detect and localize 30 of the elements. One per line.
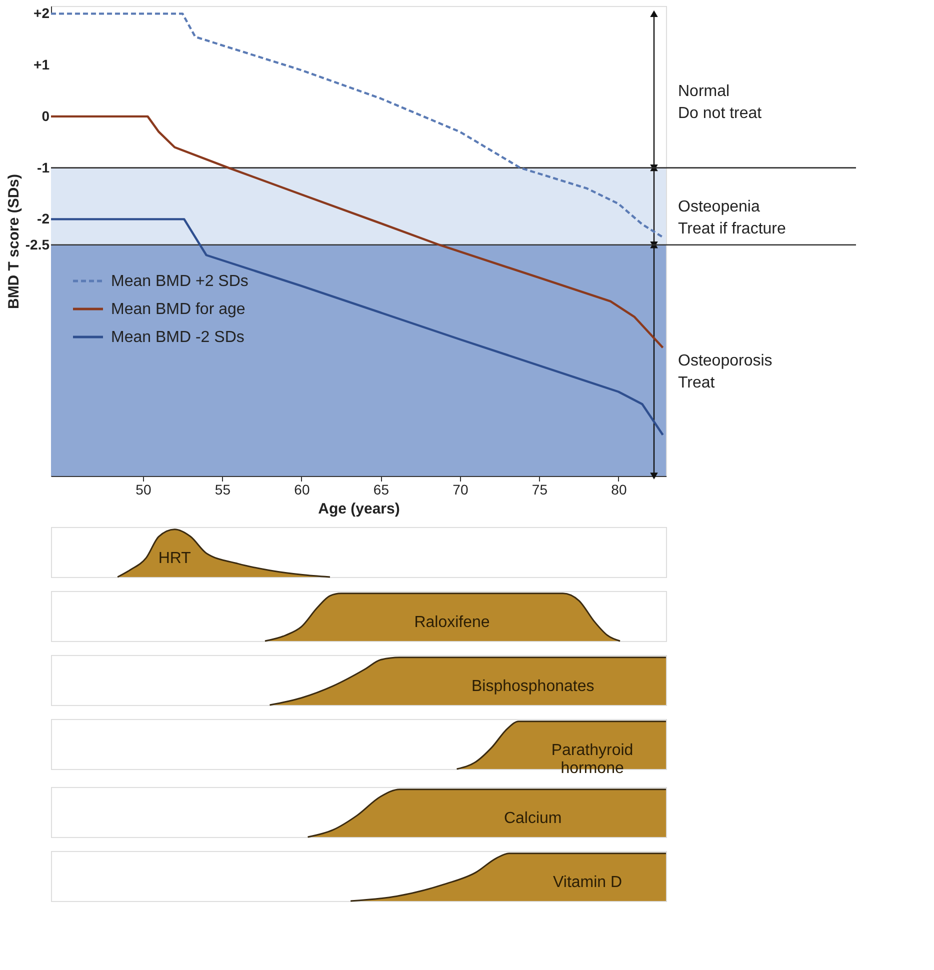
x-tick-label: 75 (532, 482, 548, 498)
y-axis-title: BMD T score (SDs) (5, 174, 22, 310)
x-axis-title: Age (years) (318, 500, 400, 518)
series-label: HRT (158, 550, 192, 567)
y-tick-label: 0 (42, 108, 50, 124)
band-label: Osteopenia Treat if fracture (678, 198, 786, 238)
series-label: Vitamin D (553, 874, 622, 891)
y-tick-label: -2 (37, 210, 50, 227)
legend-label: Mean BMD +2 SDs (111, 273, 248, 290)
y-tick-label: +1 (34, 56, 50, 73)
line-series (51, 12, 664, 238)
series-label: Bisphosphonates (471, 678, 594, 695)
line-series (51, 218, 664, 436)
x-tick-label: 60 (294, 482, 310, 498)
legend-label: Mean BMD for age (111, 301, 246, 318)
x-tick-label: 55 (214, 482, 231, 498)
band-label: Normal Do not treat (678, 82, 762, 122)
band-label: Osteoporosis Treat (678, 352, 772, 392)
line-series (51, 115, 664, 349)
y-tick-label: +2 (34, 5, 50, 22)
legend-label: Mean BMD -2 SDs (111, 329, 244, 346)
x-tick-label: 70 (452, 482, 468, 498)
y-tick-label: -2.5 (25, 236, 50, 252)
x-tick-label: 50 (136, 482, 152, 498)
y-tick-label: -1 (37, 159, 50, 176)
series-label: Raloxifene (414, 614, 490, 631)
series-label: Parathyroid hormone (551, 742, 634, 777)
x-tick-label: 65 (373, 482, 390, 498)
series-label: Calcium (504, 810, 562, 827)
x-tick-label: 80 (611, 482, 627, 498)
